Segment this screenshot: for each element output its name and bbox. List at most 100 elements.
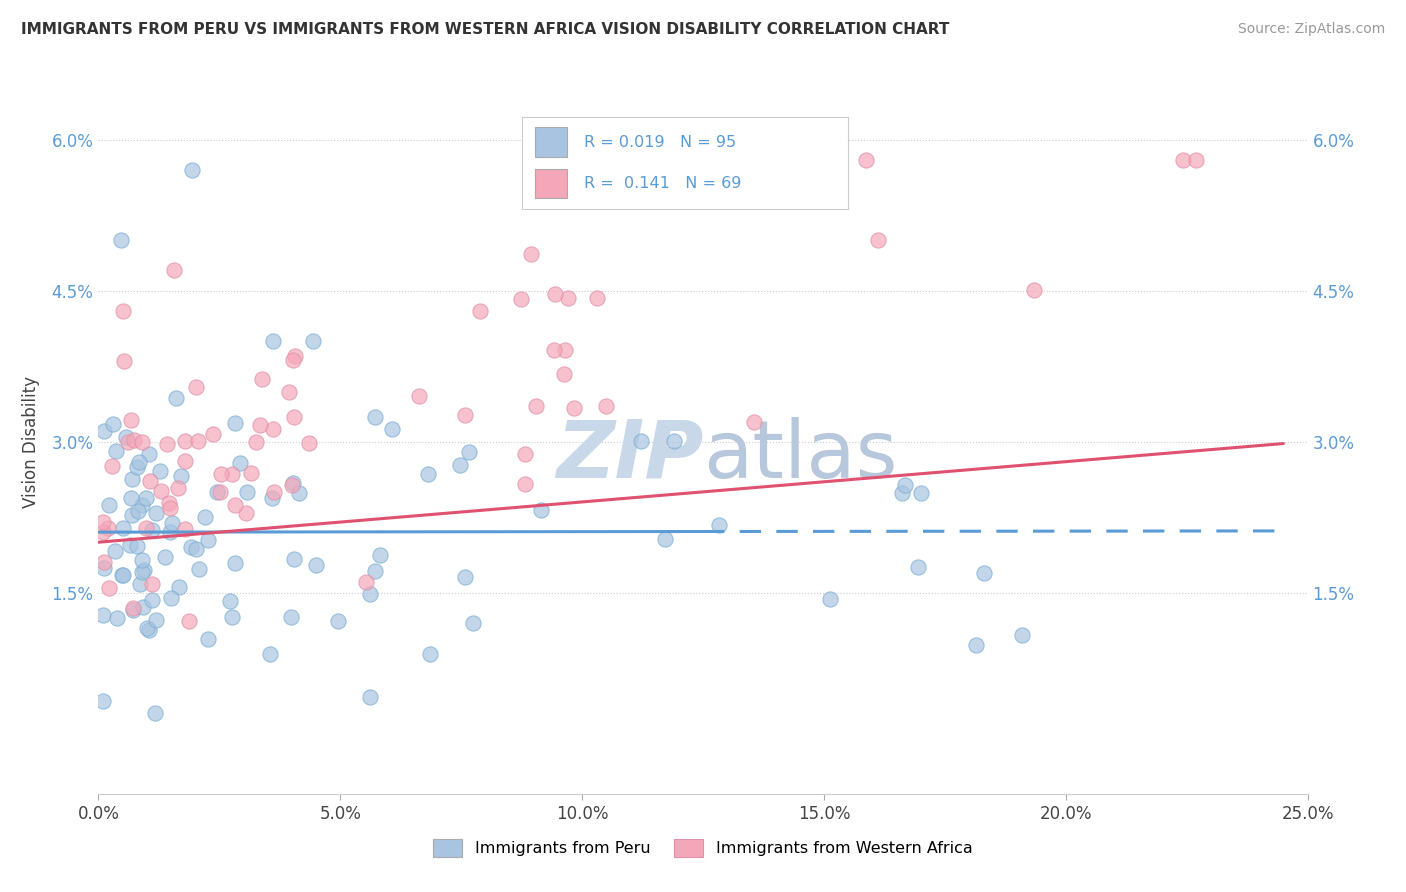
Point	[117, 435, 139, 450]
Point	[131, 565, 153, 579]
Point	[630, 434, 652, 449]
Point	[202, 427, 225, 442]
Point	[194, 509, 217, 524]
Point	[381, 421, 404, 435]
Point	[364, 564, 387, 578]
Point	[97, 499, 120, 513]
Point	[298, 435, 321, 450]
Point	[93, 555, 115, 569]
Point	[149, 464, 172, 478]
Point	[509, 292, 531, 306]
Point	[288, 485, 311, 500]
Point	[910, 486, 932, 500]
Point	[277, 385, 299, 400]
Point	[408, 388, 430, 402]
Point	[93, 424, 115, 438]
Point	[855, 153, 877, 167]
Point	[965, 638, 987, 652]
Point	[187, 434, 209, 449]
Point	[121, 508, 143, 523]
Point	[159, 500, 181, 515]
Point	[224, 556, 246, 570]
Point	[157, 495, 180, 509]
Point	[173, 522, 195, 536]
Point	[111, 303, 134, 318]
Point	[101, 459, 124, 474]
Point	[165, 391, 187, 405]
Point	[138, 447, 160, 461]
Point	[281, 478, 304, 492]
Point	[866, 233, 889, 247]
Point	[515, 476, 537, 491]
Point	[173, 434, 195, 448]
Text: Source: ZipAtlas.com: Source: ZipAtlas.com	[1237, 22, 1385, 37]
Point	[122, 600, 145, 615]
Point	[139, 474, 162, 488]
Point	[263, 484, 285, 499]
Point	[114, 429, 136, 443]
Point	[127, 539, 149, 553]
Point	[129, 577, 152, 591]
Point	[468, 303, 491, 318]
Point	[221, 467, 243, 482]
Point	[184, 379, 207, 393]
Point	[122, 433, 145, 447]
Point	[742, 415, 765, 429]
Text: atlas: atlas	[703, 417, 897, 495]
Point	[96, 521, 118, 535]
Point	[134, 491, 156, 506]
Point	[112, 521, 135, 535]
Point	[461, 616, 484, 631]
Point	[186, 541, 208, 556]
Point	[557, 291, 579, 305]
Point	[891, 485, 914, 500]
Point	[359, 587, 381, 601]
Point	[112, 568, 135, 582]
Point	[107, 611, 129, 625]
Point	[709, 518, 731, 533]
Point	[520, 247, 543, 261]
Point	[131, 434, 153, 449]
Point	[229, 456, 252, 470]
Point	[121, 491, 143, 505]
Point	[513, 447, 536, 461]
Point	[160, 591, 183, 606]
Point	[449, 458, 471, 472]
Point	[1011, 628, 1033, 642]
Point	[454, 408, 477, 422]
Point	[131, 553, 153, 567]
Point	[236, 484, 259, 499]
Point	[554, 343, 576, 358]
Point	[141, 523, 163, 537]
Point	[280, 610, 302, 624]
Point	[235, 506, 257, 520]
Point	[180, 162, 202, 177]
Point	[153, 549, 176, 564]
Point	[209, 467, 232, 482]
Point	[110, 233, 132, 247]
Point	[664, 434, 686, 449]
Point	[454, 570, 477, 584]
Point	[209, 484, 232, 499]
Point	[364, 410, 387, 425]
Point	[145, 506, 167, 520]
Point	[224, 416, 246, 430]
Point	[93, 561, 115, 575]
Point	[553, 368, 575, 382]
Point	[973, 566, 995, 581]
Point	[458, 445, 481, 459]
Point	[907, 559, 929, 574]
Text: R =  0.141   N = 69: R = 0.141 N = 69	[583, 176, 741, 191]
Text: R = 0.019   N = 95: R = 0.019 N = 95	[583, 135, 735, 150]
Point	[359, 690, 381, 705]
Point	[122, 603, 145, 617]
Bar	[534, 128, 568, 157]
Point	[141, 592, 163, 607]
Point	[305, 558, 328, 572]
Point	[284, 349, 307, 363]
Point	[416, 467, 439, 482]
Text: IMMIGRANTS FROM PERU VS IMMIGRANTS FROM WESTERN AFRICA VISION DISABILITY CORRELA: IMMIGRANTS FROM PERU VS IMMIGRANTS FROM …	[21, 22, 949, 37]
Point	[138, 623, 160, 637]
Point	[120, 413, 142, 427]
Point	[283, 409, 305, 424]
